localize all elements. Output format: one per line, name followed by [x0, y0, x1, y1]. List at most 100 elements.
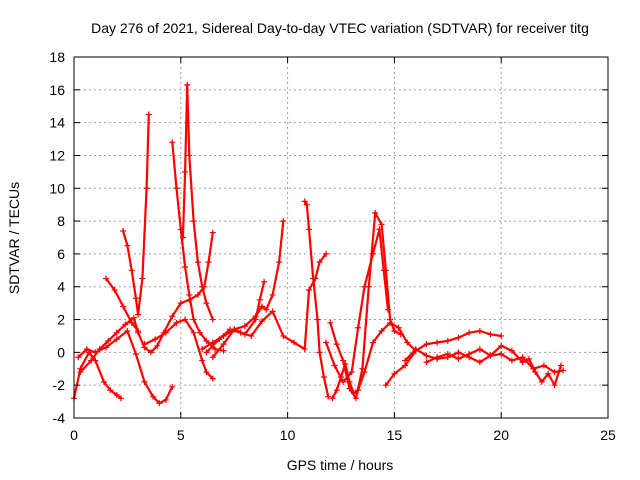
data-point [280, 332, 287, 339]
data-point [329, 395, 336, 402]
data-point [382, 382, 389, 389]
data-point [162, 396, 169, 403]
data-point [291, 339, 298, 346]
data-point [100, 378, 107, 385]
data-point [316, 349, 323, 356]
data-point [404, 339, 411, 346]
data-point [519, 359, 526, 366]
data-point [305, 287, 312, 294]
data-point [391, 370, 398, 377]
y-tick-label: 8 [57, 213, 65, 229]
data-point [387, 319, 394, 326]
series-track-11 [203, 250, 330, 356]
x-tick-label: 10 [280, 427, 296, 443]
data-point [525, 355, 532, 362]
data-point [252, 316, 259, 323]
data-point [209, 229, 216, 236]
data-point [487, 352, 494, 359]
y-tick-label: -2 [53, 377, 66, 393]
data-point [402, 357, 409, 364]
data-point [333, 341, 340, 348]
data-point [152, 336, 159, 343]
data-point [194, 291, 201, 298]
series-track-3 [103, 275, 142, 335]
y-tick-label: 16 [49, 82, 65, 98]
data-point [301, 346, 308, 353]
y-tick-label: -4 [53, 410, 66, 426]
data-point [498, 351, 505, 358]
series-line [324, 228, 390, 383]
data-point [323, 250, 330, 257]
data-point [103, 275, 110, 282]
x-tick-label: 5 [177, 427, 185, 443]
data-point [323, 339, 330, 346]
series-track-4 [120, 111, 152, 318]
x-tick-label: 15 [387, 427, 403, 443]
data-point [190, 316, 197, 323]
data-point [540, 362, 547, 369]
y-tick-label: 4 [57, 279, 65, 295]
data-point [199, 346, 206, 353]
data-point [466, 329, 473, 336]
x-tick-labels: 0 5 10 15 20 25 [70, 427, 616, 443]
data-point [190, 218, 197, 225]
data-point [256, 296, 263, 303]
data-point [355, 324, 362, 331]
data-point [150, 393, 157, 400]
data-point [325, 393, 332, 400]
data-point [103, 344, 110, 351]
data-point [105, 337, 112, 344]
data-point [209, 354, 216, 361]
data-point [145, 111, 152, 118]
data-point [143, 185, 150, 192]
data-point [130, 314, 137, 321]
data-point [199, 357, 206, 364]
data-point [340, 357, 347, 364]
series-line [404, 344, 524, 364]
data-point [508, 357, 515, 364]
data-point [237, 329, 244, 336]
data-point [120, 227, 127, 234]
data-point [169, 139, 176, 146]
data-point [248, 332, 255, 339]
data-point [320, 373, 327, 380]
data-point [220, 347, 227, 354]
series-line [72, 351, 123, 400]
x-tick-label: 25 [600, 427, 616, 443]
y-tick-labels: -4 -2 0 2 4 6 8 10 12 14 16 18 [49, 49, 65, 426]
series-track-5 [77, 229, 216, 376]
data-point [423, 352, 430, 359]
y-axis-label: SDTVAR / TECUs [6, 182, 22, 294]
data-point [186, 152, 193, 159]
data-point [508, 347, 515, 354]
data-point [258, 303, 265, 310]
data-point [113, 329, 120, 336]
y-tick-label: 6 [57, 246, 65, 262]
data-point [124, 242, 131, 249]
data-point [310, 275, 317, 282]
data-point [370, 339, 377, 346]
data-point [340, 378, 347, 385]
series-line [205, 252, 328, 354]
data-point [365, 283, 372, 290]
data-point [77, 369, 84, 376]
data-point [466, 351, 473, 358]
data-point [117, 395, 124, 402]
data-point [378, 221, 385, 228]
data-point [382, 267, 389, 274]
x-tick-label: 20 [493, 427, 509, 443]
series-track-19 [519, 355, 565, 389]
data-point [209, 316, 216, 323]
series-line [201, 220, 285, 351]
data-point [194, 259, 201, 266]
series-track-12 [301, 198, 332, 400]
data-point [444, 351, 451, 358]
plot-frame [73, 56, 609, 419]
data-point [378, 328, 385, 335]
series-track-15 [329, 319, 419, 402]
data-point [120, 303, 127, 310]
data-point [331, 362, 338, 369]
data-point [173, 185, 180, 192]
data-point [261, 278, 268, 285]
data-point [141, 341, 148, 348]
